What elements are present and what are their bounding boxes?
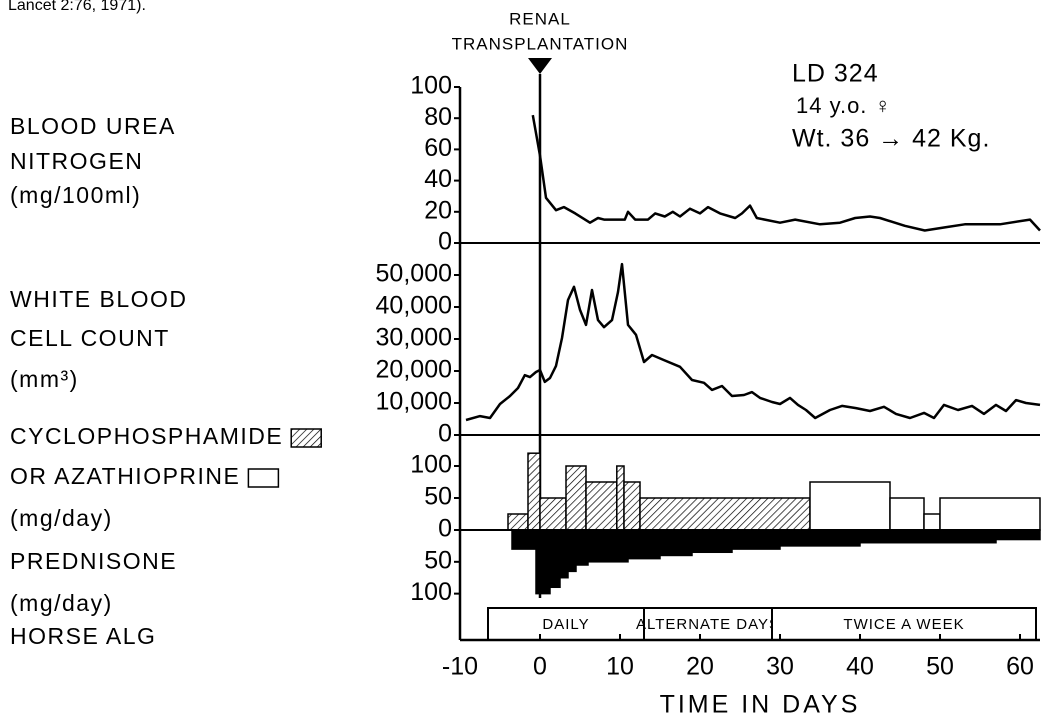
y-tick-label: 100 xyxy=(410,451,452,479)
bar xyxy=(939,497,1041,531)
period xyxy=(771,607,1037,641)
bar xyxy=(889,497,925,531)
bar xyxy=(731,529,781,550)
bar xyxy=(565,465,587,531)
x-tick-label: 0 xyxy=(533,653,547,681)
annotation: RENAL xyxy=(509,9,571,28)
y-axis-label: (mg/100ml) xyxy=(10,182,141,208)
x-tick-label: 50 xyxy=(926,653,954,681)
legend-label: OR AZATHIOPRINE xyxy=(10,463,240,489)
x-tick-label: 60 xyxy=(1006,653,1034,681)
panel-title: HORSE ALG xyxy=(10,623,156,649)
legend-swatch xyxy=(247,468,280,488)
y-tick-label: 80 xyxy=(424,103,452,131)
y-axis-label: WHITE BLOOD xyxy=(10,286,188,312)
period xyxy=(643,607,773,641)
y-axis-label: NITROGEN xyxy=(10,148,143,174)
bar xyxy=(535,529,551,595)
bar xyxy=(627,529,661,560)
y-tick-label: 50 xyxy=(424,483,452,511)
data-line xyxy=(465,262,1041,422)
bar xyxy=(559,529,569,579)
bar xyxy=(575,529,589,566)
x-tick-label: 30 xyxy=(766,653,794,681)
y-tick-label: 50,000 xyxy=(376,260,452,288)
data-line xyxy=(531,114,1041,232)
bar xyxy=(623,481,641,531)
bar xyxy=(809,481,891,531)
y-tick-label: 50 xyxy=(424,546,452,574)
x-tick-label: -10 xyxy=(442,653,478,681)
y-tick-label: 60 xyxy=(424,134,452,162)
y-tick-label: 100 xyxy=(410,578,452,606)
arrow xyxy=(528,58,552,74)
caption: Lancet 2:76, 1971). xyxy=(8,0,146,14)
patient-info: LD 324 xyxy=(792,60,879,88)
y-tick-label: 100 xyxy=(410,72,452,100)
bar xyxy=(691,529,733,554)
y-axis-label: BLOOD UREA xyxy=(10,113,176,139)
bar xyxy=(539,497,567,531)
period xyxy=(487,607,645,641)
legend-swatch xyxy=(290,428,322,448)
y-tick-label: 0 xyxy=(438,228,452,256)
period-label: TWICE A WEEK xyxy=(843,616,964,633)
y-axis-label: (mg/day) xyxy=(10,590,113,616)
annotation: TRANSPLANTATION xyxy=(452,34,629,53)
bar xyxy=(639,497,811,531)
y-tick-label: 40,000 xyxy=(376,292,452,320)
y-tick-label: 10,000 xyxy=(376,388,452,416)
y-axis-label: CELL COUNT xyxy=(10,325,170,351)
bar xyxy=(616,465,625,531)
y-tick-label: 20,000 xyxy=(376,356,452,384)
patient-info: Wt. 36 → 42 Kg. xyxy=(792,125,990,153)
y-tick-label: 0 xyxy=(438,515,452,543)
bar xyxy=(507,513,529,531)
bar xyxy=(587,529,629,563)
bar xyxy=(995,529,1041,541)
y-axis-label: (mm³) xyxy=(10,366,79,392)
bar xyxy=(549,529,561,589)
x-tick-label: 40 xyxy=(846,653,874,681)
x-tick-label: 10 xyxy=(606,653,634,681)
y-tick-label: 20 xyxy=(424,196,452,224)
bar xyxy=(923,513,941,531)
x-tick-label: 20 xyxy=(686,653,714,681)
y-axis-label: (mg/day) xyxy=(10,505,113,531)
bar xyxy=(527,452,541,531)
period-label: ALTERNATE DAYS xyxy=(636,616,780,633)
legend-label: PREDNISONE xyxy=(10,548,177,574)
bar xyxy=(585,481,618,531)
bar xyxy=(567,529,577,573)
period-label: DAILY xyxy=(542,616,589,633)
legend-label: CYCLOPHOSPHAMIDE xyxy=(10,423,283,449)
x-axis-label: TIME IN DAYS xyxy=(660,691,861,719)
patient-info: 14 y.o. ♀ xyxy=(796,93,892,118)
bar xyxy=(511,529,537,550)
y-tick-label: 0 xyxy=(438,420,452,448)
y-tick-label: 30,000 xyxy=(376,324,452,352)
bar xyxy=(659,529,693,557)
y-tick-label: 40 xyxy=(424,165,452,193)
bar xyxy=(779,529,861,547)
bar xyxy=(859,529,997,544)
